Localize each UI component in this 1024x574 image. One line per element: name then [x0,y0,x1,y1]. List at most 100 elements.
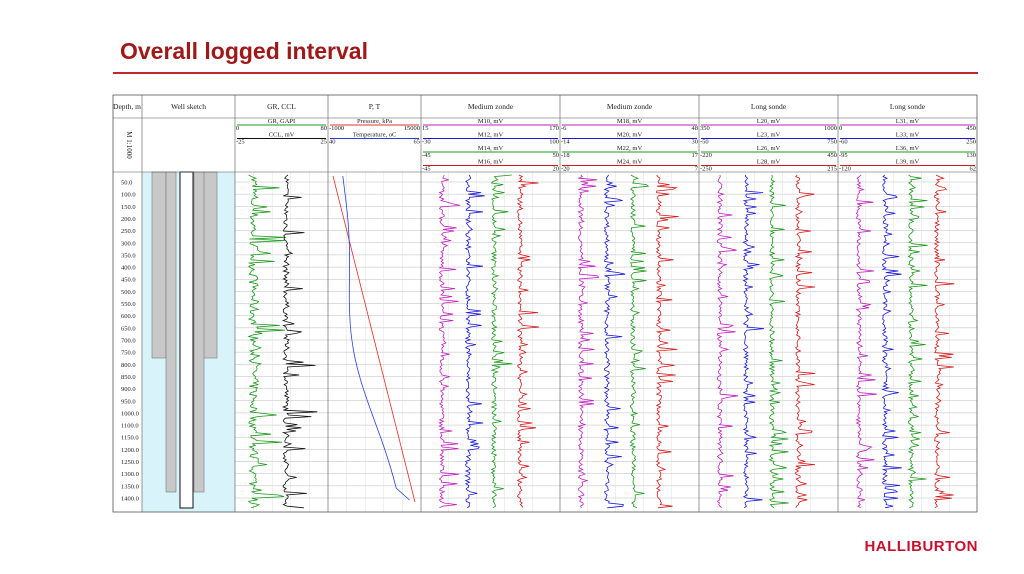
curve-min: -25 [236,139,245,146]
curve-min: -45 [422,166,431,173]
curve-name: L26, mV [757,145,781,152]
depth-label: 700.0 [121,338,136,345]
curve-max: 100 [549,139,559,146]
curve-max: 130 [966,152,976,159]
curve-trace [438,174,460,509]
depth-label: 250.0 [121,228,136,235]
curve-max: 62 [970,166,977,173]
curve-name: M22, mV [617,145,643,152]
curve-min: -60 [839,139,848,146]
curve-name: Temperature, oC [353,132,397,139]
depth-label: 750.0 [121,350,136,357]
depth-label: 300.0 [121,240,136,247]
track-title: Long sonde [890,102,926,111]
curve-trace [490,174,513,509]
curve-min: -6 [561,125,567,132]
slide-title: Overall logged interval [120,38,368,64]
curve-trace [247,174,287,509]
curve-max: 80 [321,125,328,132]
curve-trace [742,174,765,509]
depth-label: 100.0 [121,192,136,199]
curve-trace [768,174,789,509]
track-title: Medium zonde [607,102,653,111]
curve-max: 1000 [824,125,837,132]
track-title: P, T [369,102,381,111]
curve-trace [281,174,318,509]
curve-trace [881,174,902,509]
curve-max: 250 [966,139,976,146]
curve-trace [655,174,679,509]
depth-header: Depth, m [113,102,141,111]
curve-min: -220 [700,152,712,159]
depth-label: 1100.0 [121,423,139,430]
curve-min: 0 [236,125,239,132]
title-rule [113,72,978,74]
curve-trace [855,174,877,509]
curve-name: M14, mV [478,145,504,152]
depth-label: 1400.0 [121,496,139,503]
curve-max: 15000 [404,125,420,132]
casing [193,171,205,493]
curve-name: M24, mV [617,159,643,166]
curve-max: 20 [553,166,560,173]
curve-max: 50 [553,152,560,159]
curve-trace [464,174,485,509]
curve-trace [603,174,626,509]
curve-name: M16, mV [478,159,504,166]
depth-label: 600.0 [121,313,136,320]
depth-label: 1150.0 [121,435,139,442]
curve-min: -50 [700,139,709,146]
curve-trace [516,174,540,508]
curve-max: 750 [827,139,837,146]
depth-label: 850.0 [121,374,136,381]
curve-name: M18, mV [617,118,643,125]
curve-min: 0 [839,125,842,132]
depth-label: 200.0 [121,216,136,223]
curve-min: -14 [561,139,570,146]
depth-label: 800.0 [121,362,136,369]
curve-name: L36, mV [896,145,920,152]
tubing [179,171,194,509]
curve-max: 7 [695,166,699,173]
depth-label: 1300.0 [121,471,139,478]
curve-min: 350 [700,125,710,132]
depth-label: 450.0 [121,277,136,284]
depth-label: 1200.0 [121,447,139,454]
curve-max: 65 [414,139,421,146]
curve-max: 170 [549,125,559,132]
curve-name: L28, mV [757,159,781,166]
curve-min: 40 [329,139,336,146]
depth-label: 550.0 [121,301,136,308]
curve-trace [933,174,955,509]
curve-trace [629,174,650,509]
depth-label: 650.0 [121,325,136,332]
curve-min: -20 [561,166,570,173]
curve-name: M12, mV [478,132,504,139]
curve-name: M20, mV [617,132,643,139]
curve-max: 48 [692,125,699,132]
curve-max: 30 [692,139,699,146]
depth-label: 1000.0 [121,410,139,417]
curve-min: -30 [422,139,431,146]
depth-label: 1350.0 [121,483,139,490]
curve-trace [577,174,600,508]
curve-name: GR, GAPI [268,118,295,125]
curve-min: -1000 [329,125,344,132]
depth-label: 50.0 [121,180,132,187]
depth-label: 1250.0 [121,459,139,466]
depth-label: 150.0 [121,204,136,211]
depth-label: 350.0 [121,252,136,259]
curve-trace [332,175,416,503]
curve-max: 450 [827,152,837,159]
scale-label: M 1:1000 [125,131,133,159]
depth-label: 500.0 [121,289,136,296]
curve-max: 450 [966,125,976,132]
curve-min: -95 [839,152,848,159]
frame [112,94,978,513]
curve-name: L23, mV [757,132,781,139]
casing [165,171,177,493]
casing [151,171,167,359]
track-title: Medium zonde [468,102,514,111]
curve-trace [342,175,410,501]
